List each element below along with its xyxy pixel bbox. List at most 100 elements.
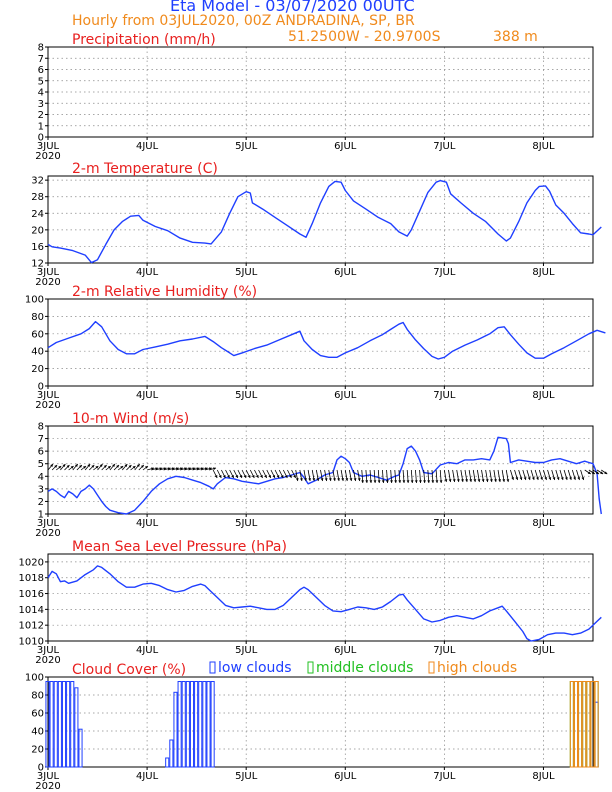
wind-arrow-head xyxy=(531,477,535,480)
legend-swatch-middle-clouds xyxy=(307,661,314,674)
y-tick-label: 32 xyxy=(31,176,44,187)
high-clouds-bar xyxy=(586,681,591,768)
y-tick-label: 16 xyxy=(31,242,44,253)
wind-arrow-head xyxy=(373,480,377,483)
wind-arrow-head xyxy=(328,478,332,481)
x-tick-label: 5JUL xyxy=(235,267,258,278)
wind-arrow-head xyxy=(564,477,568,480)
x-tick-label: 3JUL xyxy=(37,267,60,278)
low-clouds-bar xyxy=(49,681,54,768)
wind-arrow-head xyxy=(390,480,393,483)
y-tick-label: 60 xyxy=(31,329,44,340)
x-tick-label: 5JUL xyxy=(235,518,258,529)
wind-arrow-head xyxy=(272,475,276,478)
wind-arrow-head xyxy=(596,471,599,474)
panel-frame xyxy=(47,553,594,642)
high-clouds-bar xyxy=(582,681,587,768)
wind-arrow-head xyxy=(91,465,95,468)
x-tick-label: 5JUL xyxy=(235,645,258,656)
wind-arrow-head xyxy=(473,479,477,482)
wind-arrow-head xyxy=(548,477,552,480)
wind-arrow-head xyxy=(361,480,365,483)
x-tick-label: 4JUL xyxy=(136,518,159,529)
wind-arrow-head xyxy=(357,478,361,481)
wind-arrow-head xyxy=(74,464,78,467)
wind-arrow-head xyxy=(494,479,497,482)
low-clouds-bar xyxy=(165,757,170,768)
wind-arrow-head xyxy=(560,477,564,480)
x-year-label: 2020 xyxy=(35,781,60,792)
y-tick-label: 80 xyxy=(31,312,44,323)
y-tick-label: 6 xyxy=(38,447,44,458)
wind-arrow-head xyxy=(573,477,576,480)
wind-arrow-head xyxy=(456,479,460,482)
x-tick-label: 5JUL xyxy=(235,141,258,152)
panel-6: 0 20 40 60 80 100 3JUL2020 4JUL 5JUL 6JUL 7JUL 8JUL… xyxy=(25,660,599,792)
x-tick-label: 7JUL xyxy=(433,390,456,401)
wind-arrow-head xyxy=(239,475,243,478)
high-clouds-bar xyxy=(590,681,595,768)
wind-arrow-head xyxy=(439,480,443,483)
x-tick-label: 7JUL xyxy=(433,141,456,152)
y-tick-label: 1020 xyxy=(19,557,44,568)
wind-arrow-head xyxy=(414,480,418,483)
x-tick-label: 8JUL xyxy=(532,267,555,278)
legend-swatch-high-clouds xyxy=(428,661,435,674)
wind-arrow-head xyxy=(591,471,595,474)
wind-arrow-head xyxy=(95,466,99,469)
wind-arrow-head xyxy=(381,480,385,483)
cloud-legend: low clouds middle clouds high clouds xyxy=(209,660,517,676)
wind-arrow-head xyxy=(295,478,299,481)
x-tick-label: 6JUL xyxy=(334,771,357,782)
y-tick-label: 4 xyxy=(38,88,44,99)
legend-label-high-clouds: high clouds xyxy=(437,660,517,676)
wind-arrow-head xyxy=(369,480,373,483)
wind-arrow-head xyxy=(268,475,271,478)
wind-arrow-head xyxy=(600,471,604,474)
panel-title: Cloud Cover (%) xyxy=(72,662,186,678)
wind-arrow-head xyxy=(136,464,140,467)
wind-arrow-head xyxy=(320,478,324,481)
wind-arrow-head xyxy=(260,475,263,478)
y-tick-label: 7 xyxy=(38,434,44,445)
wind-arrow-head xyxy=(304,478,307,481)
x-tick-label: 8JUL xyxy=(532,518,555,529)
wind-arrow-head xyxy=(523,477,527,480)
panel-title: 10-m Wind (m/s) xyxy=(72,411,189,427)
y-tick-label: 1014 xyxy=(19,605,44,616)
wind-arrow-head xyxy=(444,479,448,482)
wind-arrow-head xyxy=(247,475,251,478)
wind-arrow-head xyxy=(452,479,456,482)
wind-arrow-head xyxy=(308,478,312,481)
wind-arrow-head xyxy=(128,465,132,468)
wind-arrow-head xyxy=(515,477,519,480)
wind-arrow-head xyxy=(604,471,608,474)
low-clouds-bar xyxy=(206,681,211,768)
wind-arrow-head xyxy=(333,478,336,481)
panel-title: 2-m Temperature (C) xyxy=(72,161,218,177)
x-year-label: 2020 xyxy=(35,655,60,666)
x-year-label: 2020 xyxy=(35,151,60,162)
y-tick-label: 80 xyxy=(31,691,44,702)
y-tick-label: 2 xyxy=(38,110,44,121)
wind-arrow-head xyxy=(552,477,556,480)
panel-title: Precipitation (mm/h) xyxy=(72,32,216,48)
wind-arrow-head xyxy=(502,479,506,482)
wind-arrow-head xyxy=(264,475,267,478)
wind-arrow-head xyxy=(581,477,585,480)
y-tick-label: 40 xyxy=(31,347,44,358)
y-tick-label: 1012 xyxy=(19,621,44,632)
low-clouds-bar xyxy=(185,681,190,768)
wind-arrow-head xyxy=(402,480,406,483)
station-elevation: 388 m xyxy=(493,29,538,45)
wind-arrow-head xyxy=(587,471,591,474)
legend-label-low-clouds: low clouds xyxy=(218,660,292,676)
x-tick-label: 3JUL xyxy=(37,390,60,401)
x-tick-label: 4JUL xyxy=(136,267,159,278)
wind-arrow-head xyxy=(544,477,548,480)
y-tick-label: 1 xyxy=(38,121,44,132)
wind-arrow-head xyxy=(377,480,381,483)
y-tick-label: 20 xyxy=(31,745,44,756)
